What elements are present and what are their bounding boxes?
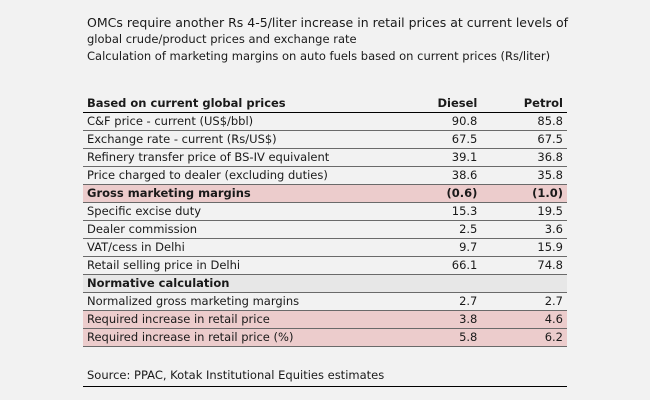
row-diesel-value: 67.5 [411, 130, 498, 149]
table-row: Price charged to dealer (excluding dutie… [83, 166, 567, 185]
table-row: Refinery transfer price of BS-IV equival… [83, 148, 567, 167]
row-label: Required increase in retail price [83, 310, 412, 329]
row-diesel-value [411, 274, 498, 293]
row-petrol-value: 67.5 [497, 130, 567, 149]
table-row: Required increase in retail price (%) 5.8… [83, 328, 567, 347]
table-row: Exchange rate - current (Rs/US$) 67.5 67.5 [83, 130, 567, 149]
table-row: C&F price - current (US$/bbl) 90.8 85.8 [83, 112, 567, 131]
row-diesel-value: 2.7 [411, 292, 498, 311]
row-petrol-value: 74.8 [497, 256, 567, 275]
row-petrol-value: 35.8 [497, 166, 567, 185]
row-diesel-value: 90.8 [411, 112, 498, 131]
row-petrol-value: 19.5 [497, 202, 567, 221]
row-petrol-value: (1.0) [497, 184, 567, 203]
row-diesel-value: 9.7 [411, 238, 498, 257]
row-label: C&F price - current (US$/bbl) [83, 112, 412, 131]
row-label: Gross marketing margins [83, 184, 412, 203]
row-diesel-value: 15.3 [411, 202, 498, 221]
row-label: Normative calculation [83, 274, 412, 293]
table-row: VAT/cess in Delhi 9.7 15.9 [83, 238, 567, 257]
row-diesel-value: 3.8 [411, 310, 498, 329]
row-petrol-value [497, 274, 567, 293]
row-diesel-value: 66.1 [411, 256, 498, 275]
table-row: Specific excise duty 15.3 19.5 [83, 202, 567, 221]
row-diesel-value: 2.5 [411, 220, 498, 239]
header-diesel: Diesel [411, 95, 498, 113]
row-diesel-value: (0.6) [411, 184, 498, 203]
margins-table: Based on current global prices Diesel Pe… [83, 95, 567, 347]
row-diesel-value: 5.8 [411, 328, 498, 347]
table-header-row: Based on current global prices Diesel Pe… [83, 95, 567, 113]
table-body: C&F price - current (US$/bbl) 90.8 85.8 Exc… [83, 112, 567, 347]
table-row: Gross marketing margins (0.6) (1.0) [83, 184, 567, 203]
header-label: Based on current global prices [83, 95, 412, 113]
row-label: Price charged to dealer (excluding dutie… [83, 166, 412, 185]
row-label: VAT/cess in Delhi [83, 238, 412, 257]
table-row: Normalized gross marketing margins 2.7 2.7 [83, 292, 567, 311]
document-subtitle-2: Calculation of marketing margins on auto… [87, 49, 551, 63]
row-label: Normalized gross marketing margins [83, 292, 412, 311]
row-petrol-value: 36.8 [497, 148, 567, 167]
bottom-rule [83, 386, 567, 387]
row-label: Exchange rate - current (Rs/US$) [83, 130, 412, 149]
document-title: OMCs require another Rs 4-5/liter increa… [87, 15, 569, 30]
source-note: Source: PPAC, Kotak Institutional Equiti… [87, 368, 385, 382]
table-row: Normative calculation [83, 274, 567, 293]
header-petrol: Petrol [497, 95, 567, 113]
row-diesel-value: 38.6 [411, 166, 498, 185]
table-row: Retail selling price in Delhi 66.1 74.8 [83, 256, 567, 275]
row-petrol-value: 3.6 [497, 220, 567, 239]
row-label: Required increase in retail price (%) [83, 328, 412, 347]
row-label: Specific excise duty [83, 202, 412, 221]
row-petrol-value: 15.9 [497, 238, 567, 257]
row-petrol-value: 2.7 [497, 292, 567, 311]
document-card: OMCs require another Rs 4-5/liter increa… [78, 8, 572, 392]
row-label: Retail selling price in Delhi [83, 256, 412, 275]
table-row: Required increase in retail price 3.8 4.6 [83, 310, 567, 329]
row-label: Dealer commission [83, 220, 412, 239]
table-row: Dealer commission 2.5 3.6 [83, 220, 567, 239]
document-subtitle-1: global crude/product prices and exchange… [87, 32, 357, 46]
row-label: Refinery transfer price of BS-IV equival… [83, 148, 412, 167]
row-diesel-value: 39.1 [411, 148, 498, 167]
row-petrol-value: 6.2 [497, 328, 567, 347]
row-petrol-value: 4.6 [497, 310, 567, 329]
row-petrol-value: 85.8 [497, 112, 567, 131]
